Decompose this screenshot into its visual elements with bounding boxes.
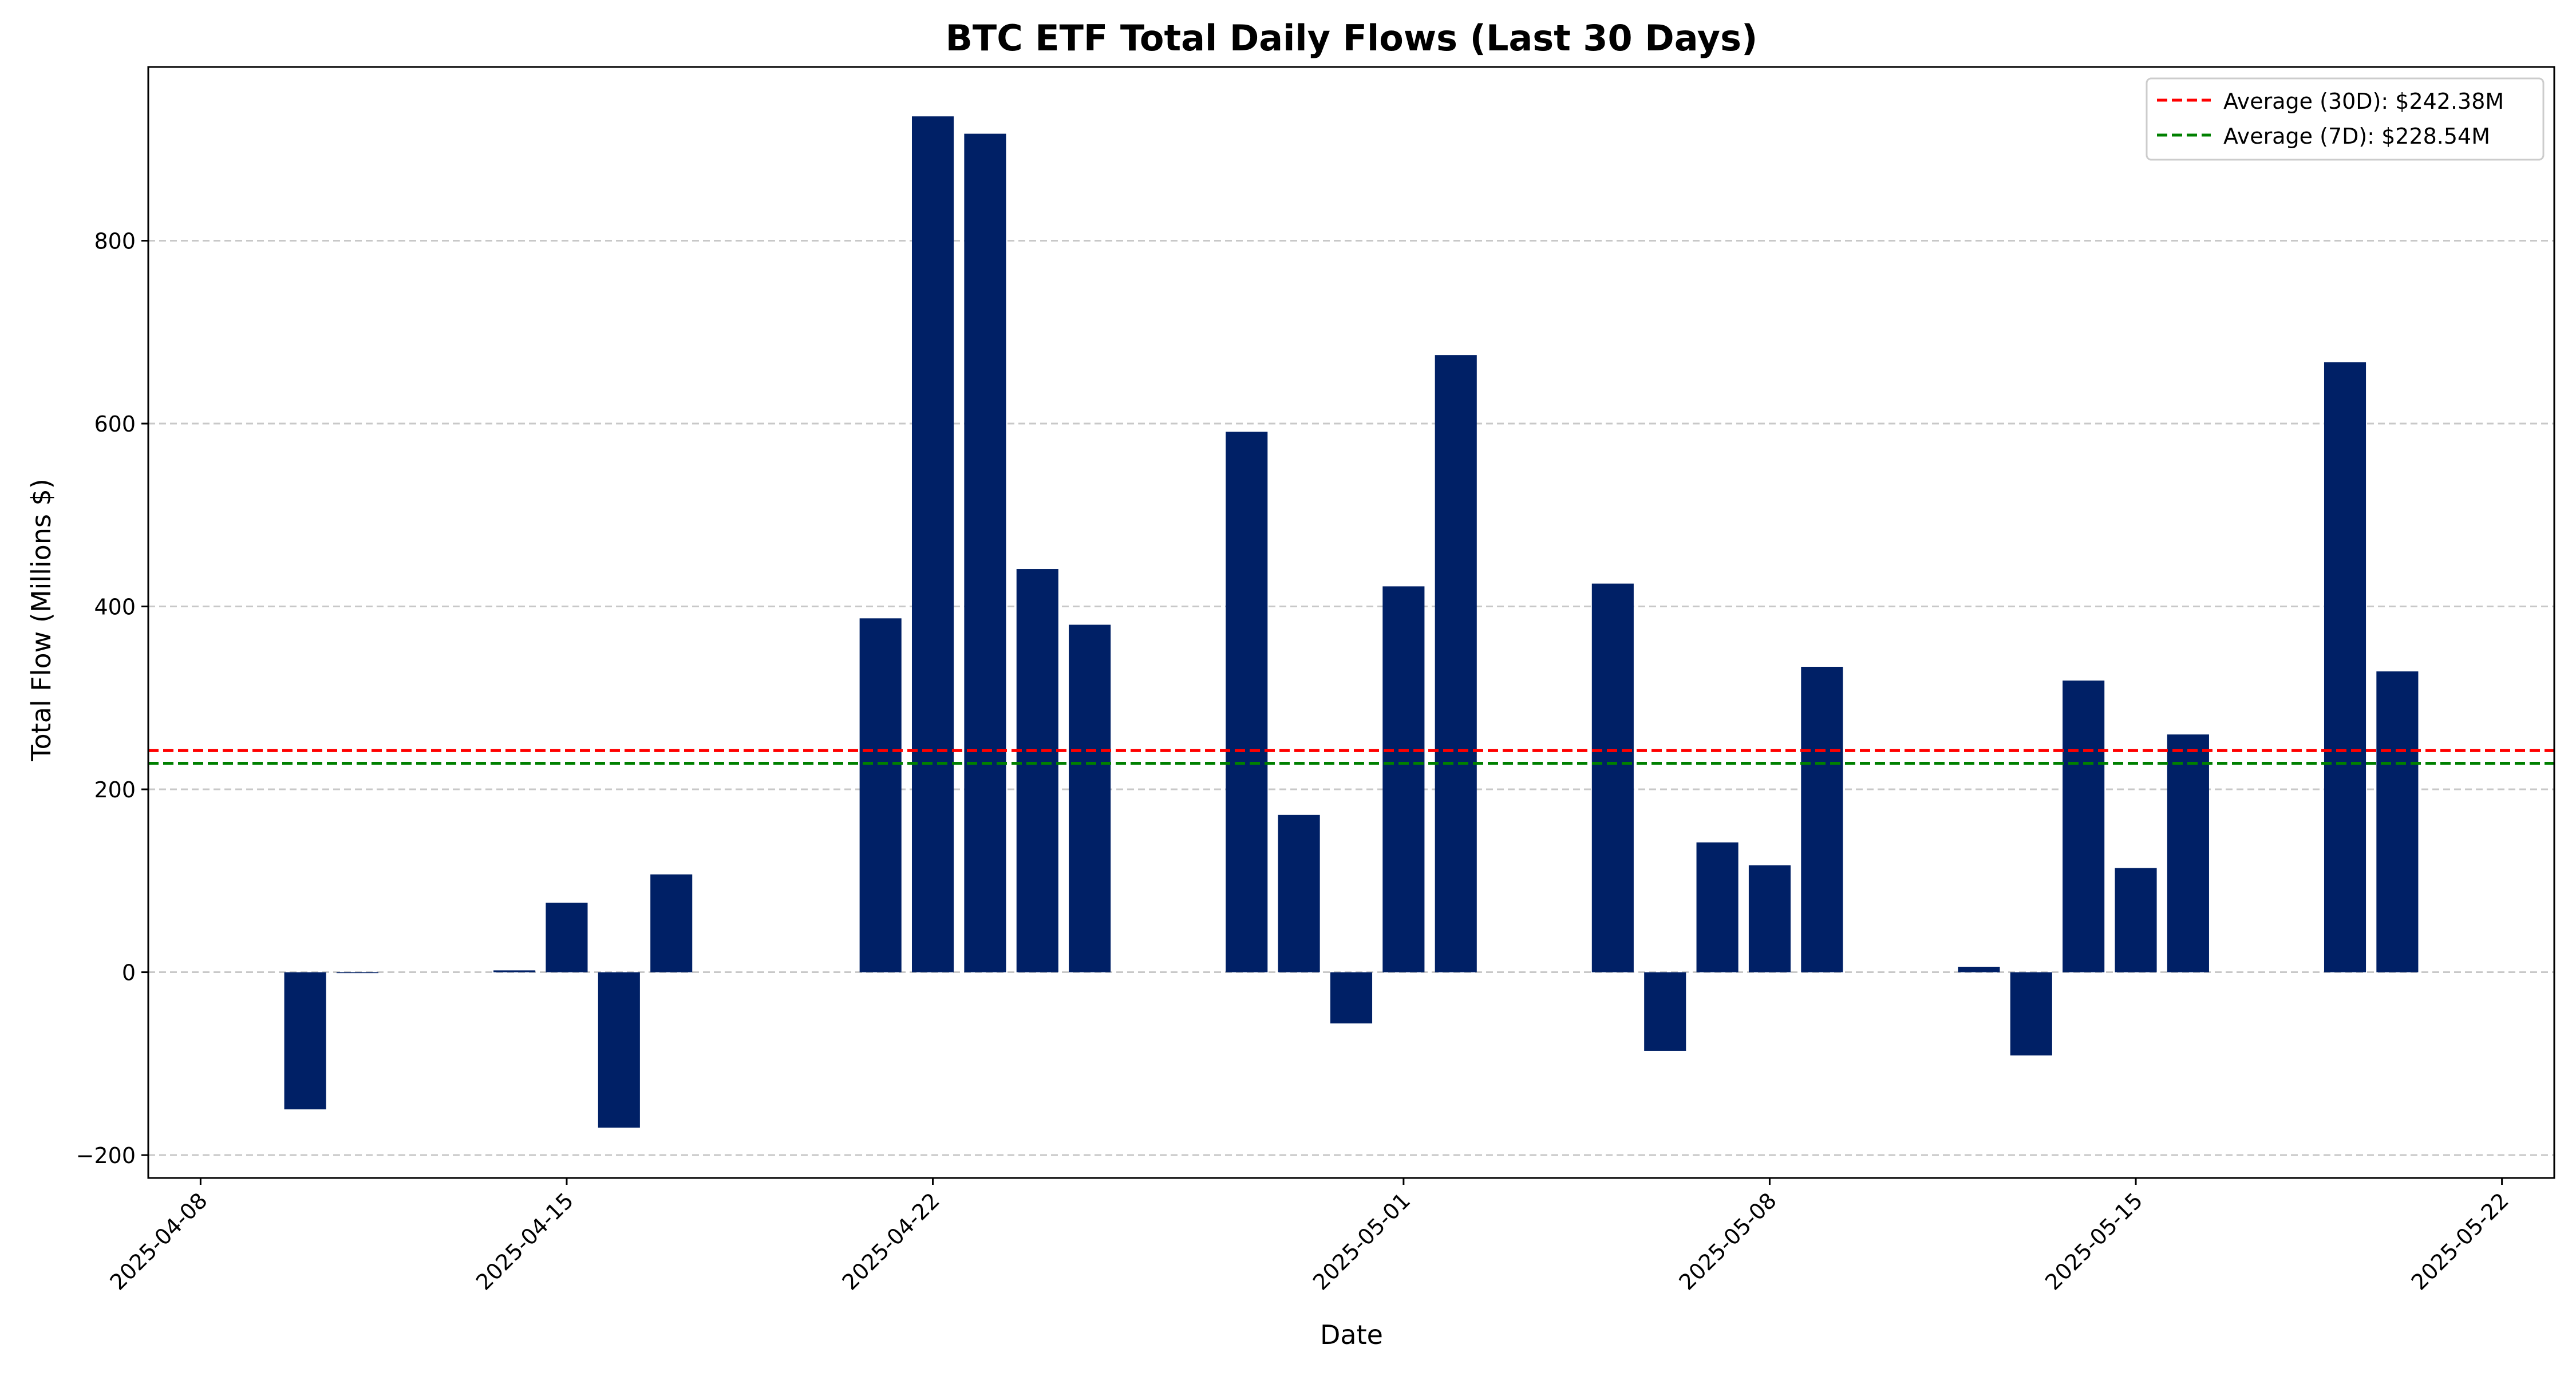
legend: Average (30D): $242.38M Average (7D): $2…	[2146, 77, 2545, 161]
y-axis-label: Total Flow (Millions $)	[26, 479, 57, 762]
legend-box	[2146, 77, 2545, 161]
x-tick-label: 2025-05-01	[1308, 1188, 1415, 1295]
bar	[493, 970, 536, 972]
y-tick-label: 600	[94, 412, 136, 437]
x-tick-label: 2025-04-08	[105, 1188, 212, 1295]
x-tick-label: 2025-05-22	[2407, 1188, 2514, 1295]
bar	[336, 972, 379, 974]
bar	[2324, 362, 2366, 972]
bar	[598, 972, 640, 1128]
x-tick-label: 2025-04-15	[471, 1188, 578, 1295]
y-tick-label: 0	[122, 960, 136, 986]
bar	[2063, 680, 2105, 972]
bar	[1748, 865, 1791, 972]
bar	[1226, 432, 1268, 972]
bar	[650, 874, 693, 972]
bar	[284, 972, 326, 1110]
y-tick-label: −200	[76, 1143, 136, 1168]
bar	[1696, 842, 1739, 972]
bar	[1435, 355, 1477, 972]
bar	[1801, 666, 1843, 972]
bar	[1644, 972, 1686, 1051]
y-tick-label: 800	[94, 229, 136, 254]
bar	[2115, 868, 2157, 972]
bar	[911, 116, 954, 972]
bar	[964, 133, 1006, 972]
bar	[546, 903, 588, 972]
bars	[284, 116, 2419, 1128]
x-tick-label: 2025-05-15	[2040, 1188, 2147, 1295]
legend-label-avg30: Average (30D): $242.38M	[2223, 89, 2504, 114]
bar	[2376, 671, 2419, 972]
bar	[2167, 734, 2209, 972]
plot-frame	[147, 66, 2555, 1179]
bar	[2010, 972, 2052, 1055]
y-tick-label: 200	[94, 777, 136, 802]
x-axis-label: Date	[1320, 1319, 1383, 1350]
bar	[1591, 583, 1634, 972]
bar	[859, 618, 902, 972]
bar	[1278, 814, 1320, 972]
bar	[1069, 624, 1111, 972]
x-tick-label: 2025-05-08	[1674, 1188, 1781, 1295]
chart-title: BTC ETF Total Daily Flows (Last 30 Days)	[946, 17, 1758, 59]
bar	[1016, 569, 1058, 972]
bar	[1958, 966, 2000, 972]
y-tick-label: 400	[94, 595, 136, 620]
x-tick-label: 2025-04-22	[837, 1188, 945, 1295]
bar	[1330, 972, 1373, 1024]
legend-label-avg7: Average (7D): $228.54M	[2223, 124, 2490, 149]
bar	[1382, 586, 1425, 972]
